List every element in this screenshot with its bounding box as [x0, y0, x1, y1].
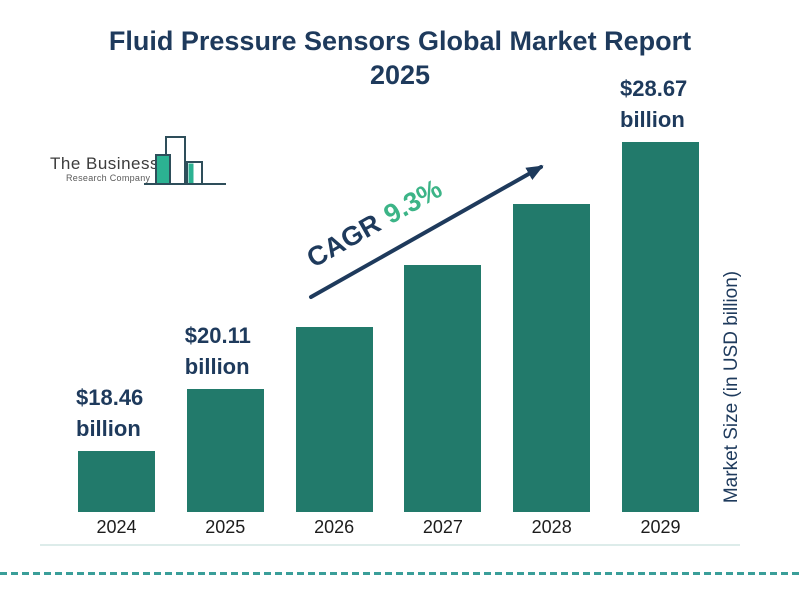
value-amount: $28.67	[620, 76, 688, 101]
value-unit: billion	[620, 107, 685, 132]
x-tick-2025: 2025	[205, 517, 246, 537]
x-tick-2027: 2027	[422, 517, 463, 537]
x-axis-line	[40, 544, 740, 546]
page-title: Fluid Pressure Sensors Global Market Rep…	[0, 24, 800, 92]
logo-bar-chart-icon	[144, 136, 226, 185]
x-tick-2029: 2029	[640, 517, 681, 537]
value-label-2024: $18.46 billion	[76, 382, 226, 444]
bar-2025	[186, 389, 264, 512]
value-amount: $20.11	[184, 323, 251, 348]
bar-2029	[622, 142, 699, 512]
logo-text-secondary: Research Company	[66, 173, 151, 183]
x-tick-2028: 2028	[531, 517, 572, 537]
value-amount: $18.46	[76, 385, 144, 410]
bar-2027	[404, 265, 482, 512]
x-tick-2024: 2024	[96, 517, 137, 537]
value-label-2029: $28.67 billion	[620, 73, 770, 135]
value-label-2025: $20.11 billion	[185, 320, 335, 382]
x-tick-2026: 2026	[314, 517, 355, 537]
logo-text-primary: The Business	[50, 154, 159, 173]
title-line-2: 2025	[369, 60, 431, 90]
title-line-1: Fluid Pressure Sensors Global Market Rep…	[108, 26, 692, 56]
company-logo: The Business Research Company	[36, 132, 236, 196]
value-unit: billion	[184, 354, 250, 379]
bar-2024	[78, 451, 155, 512]
bottom-dashed-divider	[0, 572, 800, 575]
y-axis-label: Market Size (in USD billion)	[721, 270, 742, 504]
bar-2028	[513, 204, 591, 512]
bar-2026	[295, 327, 373, 512]
value-unit: billion	[76, 416, 141, 441]
